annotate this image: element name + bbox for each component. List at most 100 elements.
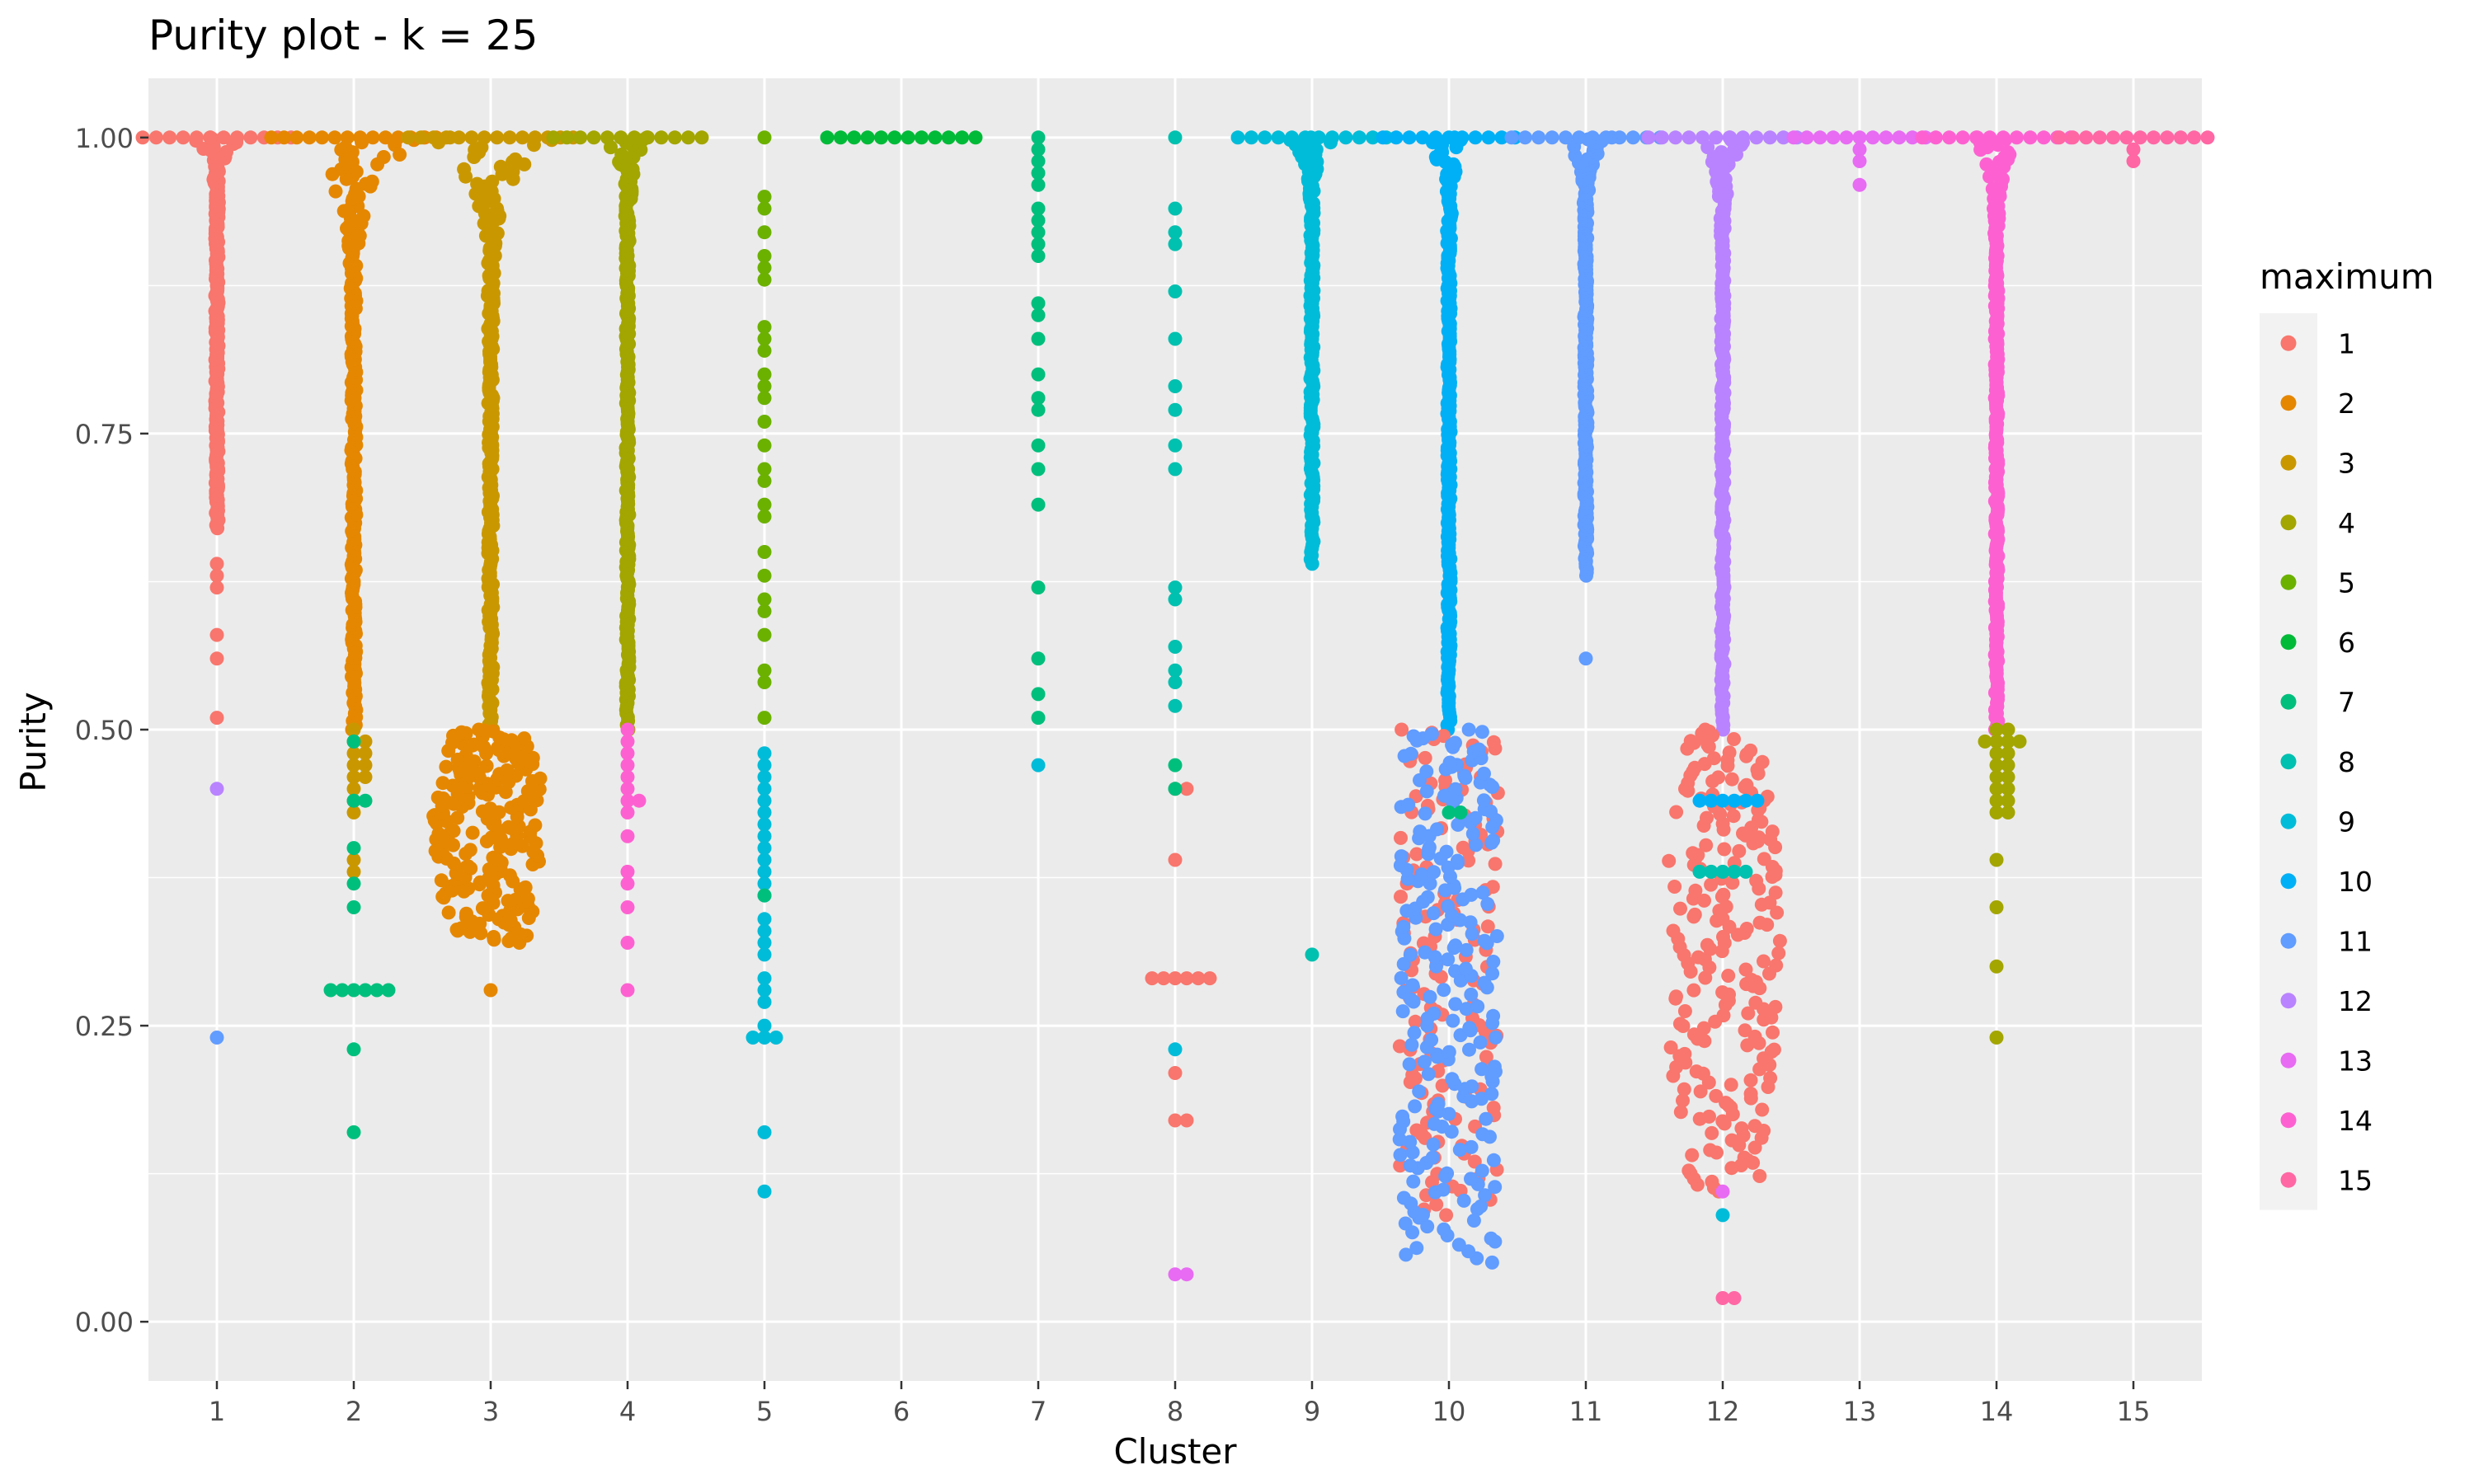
legend-key xyxy=(2280,693,2297,710)
data-point xyxy=(757,473,772,488)
data-point xyxy=(620,936,635,950)
data-point xyxy=(1477,975,1492,990)
data-point xyxy=(1585,130,1600,145)
data-point xyxy=(1484,1087,1499,1101)
data-point xyxy=(1669,989,1683,1004)
data-point xyxy=(1559,130,1573,145)
data-point xyxy=(1715,1291,1730,1305)
data-point xyxy=(528,818,543,833)
data-point xyxy=(757,1018,772,1033)
data-point xyxy=(515,130,529,145)
data-point xyxy=(757,805,772,819)
data-point xyxy=(1747,1029,1762,1044)
data-point xyxy=(654,130,669,145)
data-point xyxy=(1179,971,1194,986)
data-point xyxy=(1704,793,1719,808)
data-point xyxy=(1989,770,2004,784)
data-point xyxy=(1426,1137,1441,1152)
data-point xyxy=(757,331,772,346)
data-point xyxy=(1462,1021,1477,1036)
data-point xyxy=(2126,154,2141,168)
data-point xyxy=(1427,1006,1442,1021)
data-point xyxy=(1456,1193,1471,1208)
data-point xyxy=(1982,130,1997,145)
data-point xyxy=(1689,1064,1704,1079)
data-point xyxy=(1699,838,1714,852)
data-point xyxy=(1409,847,1424,862)
data-point xyxy=(1494,130,1509,145)
data-point xyxy=(340,130,355,145)
data-point xyxy=(1752,830,1766,845)
data-point xyxy=(1772,933,1787,948)
data-point xyxy=(1392,1132,1407,1147)
data-point xyxy=(1418,945,1432,960)
data-point xyxy=(508,152,523,167)
data-point xyxy=(2079,130,2094,145)
data-point xyxy=(486,850,501,865)
data-point xyxy=(1813,130,1827,145)
data-point xyxy=(1412,1084,1427,1099)
data-point xyxy=(327,130,342,145)
data-point xyxy=(413,130,428,145)
data-point xyxy=(1826,130,1841,145)
data-point xyxy=(358,734,373,749)
data-point xyxy=(1430,1047,1445,1062)
legend-label: 7 xyxy=(2338,686,2355,718)
data-point xyxy=(1475,885,1490,900)
data-point xyxy=(2052,130,2067,145)
data-point xyxy=(1366,130,1380,145)
legend-key xyxy=(2280,813,2297,829)
legend-label: 14 xyxy=(2338,1105,2373,1137)
y-tick-label: 0.50 xyxy=(75,715,134,746)
data-point xyxy=(1437,1222,1451,1237)
y-tick-label: 1.00 xyxy=(75,123,134,154)
data-point xyxy=(757,462,772,477)
data-point xyxy=(1396,919,1411,934)
data-point xyxy=(1469,838,1484,852)
data-point xyxy=(586,130,601,145)
data-point xyxy=(1955,130,1970,145)
data-point xyxy=(1156,971,1171,986)
data-point xyxy=(358,746,373,761)
data-point xyxy=(757,912,772,927)
data-point xyxy=(757,497,772,512)
data-point xyxy=(203,130,218,145)
data-point xyxy=(1667,880,1682,894)
data-point xyxy=(620,734,635,749)
data-point xyxy=(1879,130,1893,145)
data-point xyxy=(1031,225,1046,240)
data-point xyxy=(1989,782,2004,796)
data-point xyxy=(1739,777,1754,792)
data-point xyxy=(1688,883,1703,898)
data-point xyxy=(1716,929,1730,944)
data-point xyxy=(209,556,224,571)
data-point xyxy=(1755,1102,1770,1117)
data-point xyxy=(757,568,772,583)
data-point xyxy=(2001,145,2015,160)
data-point xyxy=(1485,966,1500,981)
data-point xyxy=(1641,130,1656,145)
data-point xyxy=(2001,805,2015,819)
legend-label: 11 xyxy=(2338,925,2373,957)
data-point xyxy=(435,776,450,791)
data-point xyxy=(1677,1082,1691,1097)
data-point xyxy=(681,130,696,145)
legend-key xyxy=(2280,634,2297,650)
data-point xyxy=(1470,999,1485,1014)
data-point xyxy=(1468,130,1483,145)
data-point xyxy=(502,130,517,145)
data-point xyxy=(757,249,772,263)
data-point xyxy=(1168,225,1183,240)
x-axis-label: Cluster xyxy=(1113,1431,1237,1472)
data-point xyxy=(1666,923,1681,938)
data-point xyxy=(1168,698,1183,713)
data-point xyxy=(1421,1067,1436,1082)
data-point xyxy=(1442,1106,1456,1121)
data-point xyxy=(757,852,772,867)
data-point xyxy=(264,130,279,145)
data-point xyxy=(1686,983,1701,998)
data-point xyxy=(757,627,772,642)
data-point xyxy=(1768,885,1783,900)
legend-label: 13 xyxy=(2338,1045,2373,1077)
